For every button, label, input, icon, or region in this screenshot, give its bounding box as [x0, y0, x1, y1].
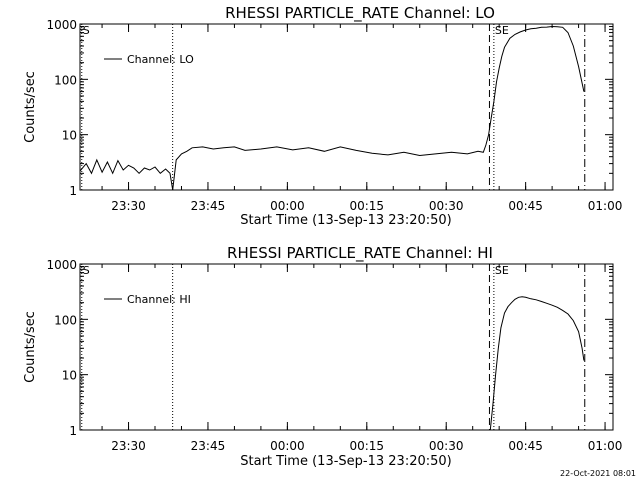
x-tick-label: 00:45: [508, 199, 543, 213]
x-tick-label: 00:30: [429, 199, 464, 213]
x-tick-label: 01:00: [588, 439, 623, 453]
legend-label-lo: Channel: LO: [127, 53, 194, 66]
event-marker-label: S: [83, 264, 90, 277]
x-axis-label-hi: Start Time (13-Sep-13 23:20:50): [240, 454, 451, 469]
series-line-lo: [79, 25, 585, 191]
y-tick-label: 100: [54, 73, 77, 87]
panel-lo: RHESSI PARTICLE_RATE Channel: LO Counts/…: [23, 4, 622, 228]
x-axis-label-lo: Start Time (13-Sep-13 23:20:50): [240, 213, 451, 228]
chart-title-lo: RHESSI PARTICLE_RATE Channel: LO: [225, 4, 495, 23]
x-tick-label: 23:45: [191, 439, 226, 453]
y-tick-label: 1: [69, 184, 77, 198]
x-tick-label: 23:45: [191, 199, 226, 213]
plot-frame-hi: [79, 263, 614, 431]
event-marker-label: S: [83, 24, 90, 37]
y-tick-label: 1: [69, 424, 77, 438]
x-tick-label: 00:30: [429, 439, 464, 453]
legend-hi: Channel: HI: [104, 293, 191, 306]
series-line-hi: [489, 296, 585, 431]
y-tick-label: 10: [62, 129, 77, 143]
x-tick-label: 01:00: [588, 199, 623, 213]
x-tick-label: 00:15: [349, 199, 384, 213]
event-marker-label: SE: [495, 264, 509, 277]
panel-hi: RHESSI PARTICLE_RATE Channel: HI Counts/…: [23, 244, 622, 469]
legend-label-hi: Channel: HI: [127, 293, 191, 306]
y-tick-label: 1000: [46, 18, 77, 32]
x-tick-label: 23:30: [111, 199, 146, 213]
y-axis-label-lo: Counts/sec: [23, 71, 38, 143]
x-tick-label: 00:00: [270, 199, 305, 213]
y-tick-label: 100: [54, 313, 77, 327]
event-marker-label: SE: [495, 24, 509, 37]
legend-lo: Channel: LO: [104, 53, 194, 66]
x-tick-label: 23:30: [111, 439, 146, 453]
y-tick-label: 10: [62, 369, 77, 383]
x-tick-label: 00:45: [508, 439, 543, 453]
x-tick-label: 00:15: [349, 439, 384, 453]
y-axis-label-hi: Counts/sec: [23, 311, 38, 383]
chart-title-hi: RHESSI PARTICLE_RATE Channel: HI: [227, 244, 493, 263]
plot-frame-lo: [79, 23, 614, 191]
x-tick-label: 00:00: [270, 439, 305, 453]
footer-date: 22-Oct-2021 08:01: [560, 469, 636, 478]
y-tick-label: 1000: [46, 258, 77, 272]
